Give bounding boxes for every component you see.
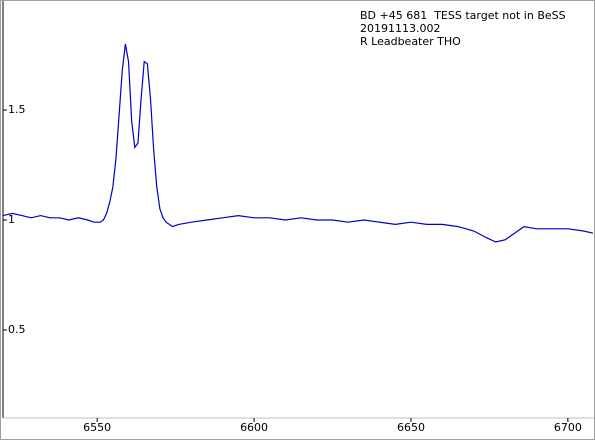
x-tick-label: 6600 — [240, 421, 268, 434]
annotation: BD +45 681 TESS target not in BeSS — [360, 9, 566, 22]
x-tick-label: 6700 — [554, 421, 582, 434]
y-tick-label: 1.5 — [8, 103, 26, 116]
y-tick-label: 0.5 — [8, 323, 26, 336]
annotation: 20191113.002 — [360, 22, 440, 35]
x-tick-label: 6650 — [397, 421, 425, 434]
x-tick-label: 6550 — [83, 421, 111, 434]
annotation: R Leadbeater THO — [360, 35, 461, 48]
spectrum-line — [2, 43, 594, 243]
y-tick-label: 1 — [8, 213, 15, 226]
